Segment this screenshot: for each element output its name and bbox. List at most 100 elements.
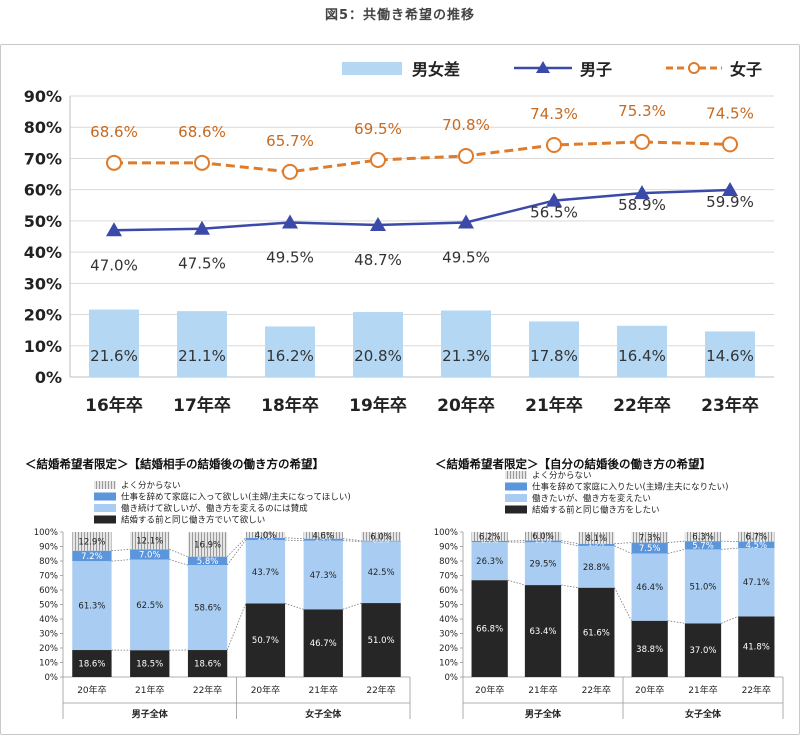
stack-segment (631, 542, 668, 554)
connector-line (285, 539, 304, 542)
connector-line (614, 545, 632, 554)
x-tick-label: 21年卒 (135, 684, 164, 696)
stacked-chart-self: ＜結婚希望者限定＞【自分の結婚後の働き方の希望】よく分からない仕事を辞めて家庭に… (434, 457, 784, 720)
x-tick-label: 16年卒 (85, 395, 143, 416)
stack-segment (631, 620, 668, 677)
point-circle (458, 147, 474, 164)
stack-segment (471, 540, 508, 543)
stack-segment (631, 532, 668, 543)
x-tick-label: 22年卒 (742, 684, 771, 696)
segment-data-label: 7.2% (81, 552, 103, 562)
x-tick-label: 20年卒 (635, 684, 664, 696)
point-circle (634, 133, 650, 150)
bar (441, 310, 491, 377)
stack-segment (738, 531, 775, 542)
y-tick-label: 70% (39, 572, 58, 582)
connector-line (507, 579, 525, 586)
segment-data-label: 42.5% (368, 568, 395, 578)
connector-line (111, 549, 131, 552)
legend-swatch (505, 471, 527, 479)
x-tick-label: 22年卒 (193, 684, 222, 696)
bar-data-label: 16.2% (266, 347, 314, 365)
bar-data-label: 21.6% (90, 347, 138, 365)
group-label: 女子全体 (685, 708, 722, 720)
stack-segment (245, 532, 286, 538)
legend-swatch (94, 504, 116, 512)
legend-swatch (505, 482, 527, 491)
legend-swatch-male-marker (536, 61, 550, 73)
segment-data-label: 6.3% (692, 533, 714, 543)
y-tick-label: 10% (39, 659, 58, 669)
x-tick-label: 21年卒 (525, 395, 583, 416)
point-triangle (546, 192, 562, 207)
point-triangle (370, 216, 386, 231)
stack-segment (524, 542, 562, 586)
stack-segment (631, 553, 668, 621)
legend-label: 働き続けて欲しいが、働き方を変えるのには賛成 (121, 503, 308, 514)
line-chart-main: 0% 10% 20% 30% 40% 50% 60% 70% 80% 90% 16年卒 17年卒 18年… (24, 60, 774, 416)
bar (265, 326, 315, 377)
point-circle (370, 152, 386, 169)
x-tick-label: 20年卒 (437, 395, 495, 416)
segment-data-label: 63.4% (529, 627, 556, 637)
segment-data-label: 37.0% (689, 646, 716, 656)
stack-segment (738, 548, 775, 617)
bar (353, 312, 403, 377)
x-tick-label: 20年卒 (475, 684, 504, 696)
stack-segment (130, 549, 170, 560)
legend-label: 結婚する前と同じ働き方をしたい (532, 505, 660, 516)
segment-data-label: 12.9% (78, 537, 105, 547)
segment-data-label: 38.8% (636, 645, 663, 655)
point-circle (546, 137, 562, 154)
legend-label: 仕事を辞めて家庭に入りたい(主婦/主夫になりたい) (532, 482, 729, 493)
y-tick-label: 0% (45, 673, 59, 683)
y-tick-label: 10% (439, 659, 458, 669)
x-tick-label: 23年卒 (701, 395, 759, 416)
y-tick-label: 10% (24, 337, 62, 356)
segment-data-label: 16.9% (194, 540, 221, 550)
bar (177, 311, 227, 377)
stack-segment (245, 540, 286, 604)
point-circle (106, 154, 122, 171)
stack-segment (72, 550, 112, 562)
point-triangle (722, 181, 738, 196)
point-triangle (106, 222, 122, 237)
connector-line (561, 584, 579, 589)
stack-segment (578, 545, 615, 588)
legend-label: よく分からない (532, 471, 592, 481)
segment-data-label: 29.5% (529, 560, 556, 570)
stack-segment (684, 623, 722, 677)
segment-data-label: 7.0% (139, 550, 161, 560)
male-data-label: 48.7% (354, 251, 402, 269)
segment-data-label: 7.5% (639, 544, 661, 554)
stack-segment (130, 559, 170, 651)
segment-data-label: 6.0% (370, 532, 392, 542)
y-tick-label: 70% (439, 572, 458, 582)
point-triangle (458, 214, 474, 229)
y-tick-label: 100% (434, 528, 458, 538)
point-circle (722, 136, 738, 153)
segment-data-label: 18.6% (194, 660, 221, 670)
y-tick-label: 20% (439, 644, 458, 654)
legend-swatch (94, 481, 116, 489)
stack-segment (684, 532, 722, 542)
connector-line (285, 537, 304, 540)
connector-line (667, 620, 685, 624)
stack-segment (303, 609, 343, 677)
stack-segment (130, 650, 170, 677)
stack-segment (245, 537, 286, 541)
bar (529, 321, 579, 377)
x-tick-label: 17年卒 (173, 395, 231, 416)
segment-data-label: 61.6% (583, 628, 610, 638)
page-title: 図5：共働き希望の推移 (324, 8, 476, 23)
connector-line (226, 539, 247, 566)
segment-data-label: 18.5% (136, 660, 163, 670)
stack-segment (303, 532, 343, 539)
stack-segment (524, 531, 562, 541)
connector-line (561, 541, 579, 547)
y-tick-label: 40% (39, 615, 58, 625)
stack-segment (187, 650, 228, 677)
segment-data-label: 47.3% (310, 571, 337, 581)
segment-data-label: 4.5% (746, 541, 768, 551)
y-tick-label: 90% (39, 543, 58, 553)
